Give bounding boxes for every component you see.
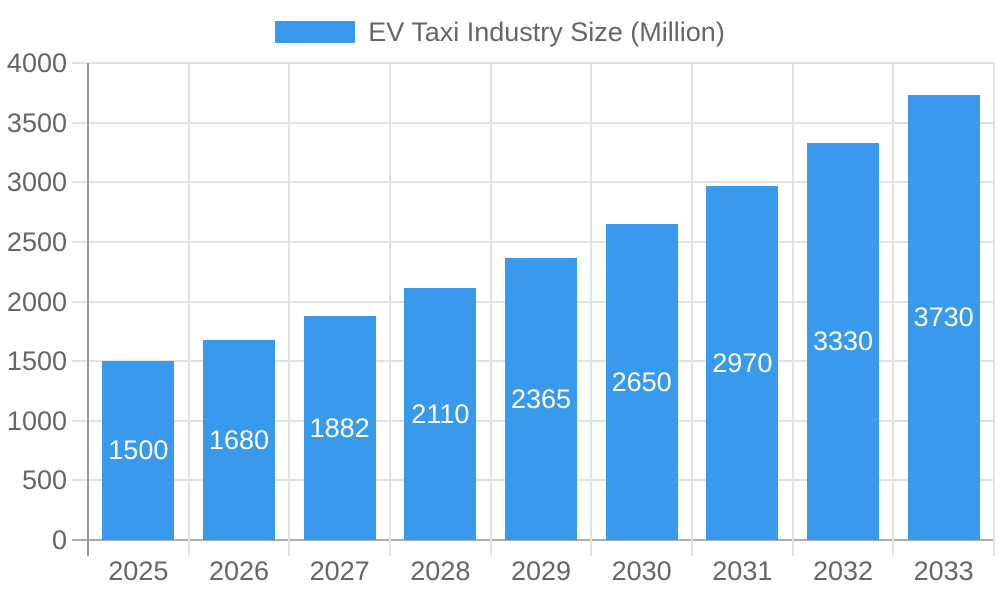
y-gridline — [72, 121, 994, 124]
bar: 3330 — [807, 143, 879, 540]
y-gridline — [72, 181, 994, 184]
x-gridline — [187, 63, 190, 556]
y-gridline — [72, 62, 994, 64]
bar-value-label: 2650 — [611, 366, 672, 397]
legend-item[interactable]: EV Taxi Industry Size (Million) — [0, 18, 1000, 46]
x-tick-label: 2025 — [108, 556, 169, 586]
bar: 1882 — [303, 316, 376, 540]
legend-swatch — [275, 21, 356, 43]
bar: 2650 — [605, 224, 678, 540]
bar-value-label: 2970 — [712, 347, 773, 378]
bar: 1680 — [203, 340, 275, 540]
bar-value-label: 1882 — [309, 412, 370, 443]
bar: 1500 — [102, 361, 175, 540]
x-gridline — [993, 63, 995, 556]
bar-value-label: 3330 — [812, 326, 874, 356]
x-gridline — [288, 63, 291, 556]
bar-value-label: 2110 — [411, 398, 470, 429]
legend-label: EV Taxi Industry Size (Million) — [368, 17, 725, 47]
y-axis-line — [87, 63, 89, 556]
x-tick-label: 2032 — [812, 556, 874, 586]
bar: 2110 — [404, 288, 477, 540]
bar: 3730 — [907, 95, 980, 540]
x-tick-label: 2033 — [913, 556, 974, 586]
bar-value-label: 3730 — [913, 302, 974, 332]
y-tick-label: 3000 — [6, 167, 67, 198]
bar-value-label: 1680 — [208, 424, 270, 455]
x-gridline — [489, 63, 492, 556]
x-tick-label: 2031 — [712, 556, 773, 586]
x-gridline — [389, 63, 391, 556]
x-tick-label: 2028 — [410, 556, 471, 586]
bar-value-label: 1500 — [108, 435, 169, 465]
y-tick-label: 3500 — [6, 107, 67, 138]
bar: 2365 — [505, 258, 577, 540]
x-axis-baseline — [72, 539, 994, 541]
x-tick-label: 2030 — [611, 556, 672, 586]
y-tick-label: 4000 — [6, 48, 67, 78]
y-tick-label: 1500 — [6, 346, 67, 377]
x-gridline — [791, 63, 794, 556]
y-tick-label: 500 — [21, 465, 67, 496]
bar: 2970 — [706, 186, 779, 540]
y-tick-label: 1000 — [6, 405, 67, 436]
x-tick-label: 2027 — [309, 556, 370, 586]
y-tick-label: 0 — [51, 525, 67, 555]
x-gridline — [691, 63, 693, 556]
y-tick-label: 2500 — [6, 226, 67, 257]
y-gridline — [72, 240, 994, 243]
y-tick-label: 2000 — [6, 286, 67, 317]
bar-value-label: 2365 — [510, 383, 572, 414]
x-gridline — [590, 63, 593, 556]
x-gridline — [892, 63, 895, 556]
x-tick-label: 2026 — [208, 556, 270, 586]
x-tick-label: 2029 — [510, 556, 572, 586]
